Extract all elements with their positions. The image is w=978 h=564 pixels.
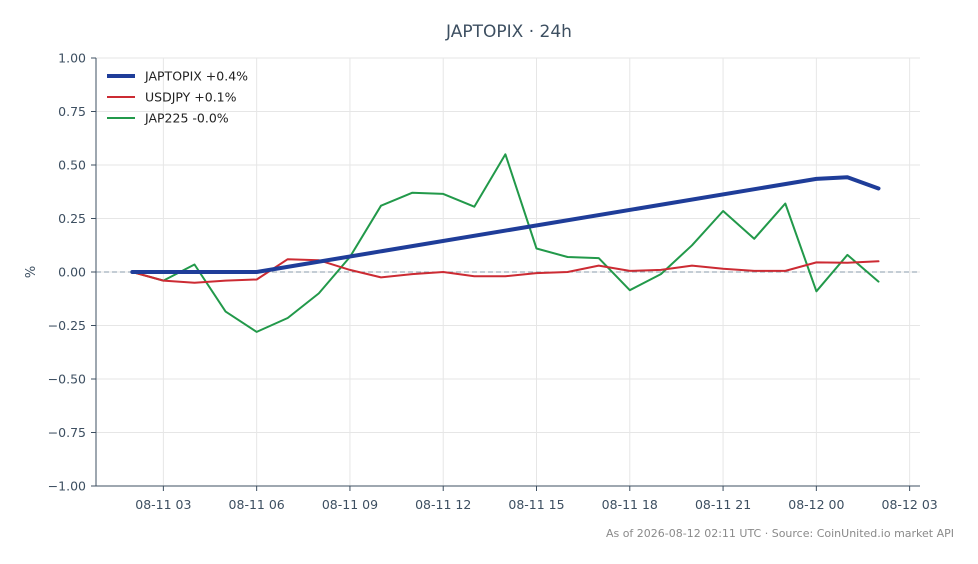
y-axis-label: %	[24, 266, 39, 278]
y-tick-label: 0.50	[58, 158, 86, 173]
legend: JAPTOPIX +0.4% USDJPY +0.1% JAP225 -0.0%	[107, 69, 248, 126]
legend-label: JAPTOPIX +0.4%	[144, 69, 248, 84]
y-tick-label: −0.75	[48, 425, 86, 440]
series-line-0	[130, 175, 881, 274]
series-lines	[130, 153, 881, 333]
y-ticks: 1.00 0.75 0.50 0.25 0.00 −0.25 −0.50 −0.75 −1.00	[48, 51, 96, 494]
x-tick-label: 08-12 00	[788, 497, 844, 512]
chart-title: JAPTOPIX · 24h	[445, 22, 572, 42]
x-tick-label: 08-11 18	[602, 497, 658, 512]
y-tick-label: 1.00	[58, 51, 86, 66]
x-tick-label: 08-12 03	[882, 497, 938, 512]
x-tick-label: 08-11 15	[508, 497, 564, 512]
y-tick-label: 0.00	[58, 265, 86, 280]
series-line-2	[131, 153, 880, 333]
y-tick-label: 0.75	[58, 104, 86, 119]
y-tick-label: −0.50	[48, 372, 86, 387]
series-line-1	[131, 258, 880, 284]
legend-label: JAP225 -0.0%	[144, 111, 229, 126]
legend-label: USDJPY +0.1%	[145, 90, 237, 105]
y-tick-label: −1.00	[48, 479, 86, 494]
x-tick-label: 08-11 21	[695, 497, 751, 512]
source-footer: As of 2026-08-12 02:11 UTC · Source: Coi…	[606, 527, 954, 540]
x-tick-label: 08-11 09	[322, 497, 378, 512]
y-tick-label: 0.25	[58, 211, 86, 226]
y-tick-label: −0.25	[48, 318, 86, 333]
x-ticks: 08-11 03 08-11 06 08-11 09 08-11 12 08-11 15…	[135, 486, 938, 512]
x-tick-label: 08-11 03	[135, 497, 191, 512]
x-tick-label: 08-11 12	[415, 497, 471, 512]
x-tick-label: 08-11 06	[229, 497, 285, 512]
